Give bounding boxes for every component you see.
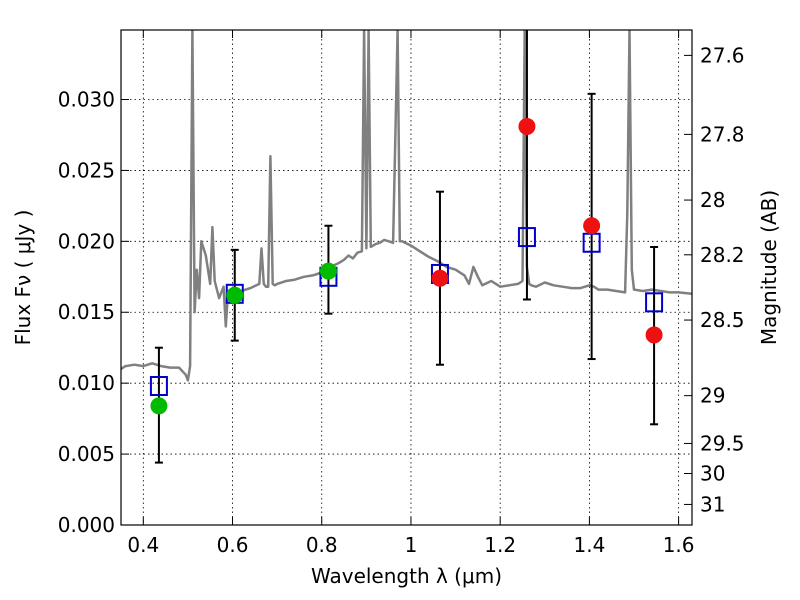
observed-point-green (226, 286, 244, 304)
y-tick-label: 0.000 (58, 513, 115, 537)
y2-tick-label: 27.6 (700, 43, 745, 67)
x-axis-label: Wavelength λ (μm) (311, 564, 502, 588)
observed-point-green (150, 397, 168, 415)
y2-tick-label: 31 (700, 492, 725, 516)
error-bars (154, 30, 659, 464)
observed-point-red (431, 269, 449, 287)
model-photometry-square (517, 227, 536, 248)
model-photometry-square (645, 292, 664, 313)
y-tick-label: 0.030 (58, 87, 115, 111)
y-tick-label: 0.005 (58, 442, 115, 466)
observed-point-green (319, 262, 337, 280)
x-tick-label: 1.6 (663, 533, 695, 557)
y2-axis-label: Magnitude (AB) (757, 190, 781, 345)
y-tick-label: 0.015 (58, 300, 115, 324)
x-tick-label: 1.2 (484, 533, 516, 557)
model-spectrum-line (121, 30, 692, 382)
x-tick-label: 1.4 (573, 533, 605, 557)
observed-point-red (518, 117, 536, 135)
data-markers (149, 117, 664, 415)
y2-tick-label: 28.5 (700, 308, 745, 332)
x-tick-label: 0.8 (306, 533, 338, 557)
x-tick-label: 1 (405, 533, 418, 557)
y-tick-label: 0.010 (58, 371, 115, 395)
y2-tick-label: 29.5 (700, 431, 745, 455)
x-tick-label: 0.4 (127, 533, 159, 557)
y2-tick-label: 28 (700, 188, 725, 212)
observed-point-red (645, 326, 663, 344)
y-tick-label: 0.025 (58, 158, 115, 182)
y-axis-label: Flux Fν ( μJy ) (11, 210, 35, 346)
x-tick-label: 0.6 (217, 533, 249, 557)
axis-ticks: 0.4 0.6 0.8 1 1.2 1.4 1.6 0.000 0.005 0.010 0.015 0… (58, 30, 745, 557)
observed-point-red (583, 217, 601, 235)
grid-lines (121, 30, 692, 526)
y2-tick-label: 27.8 (700, 122, 745, 146)
model-photometry-square (149, 376, 168, 397)
plot-frame (120, 29, 693, 526)
y2-tick-label: 30 (700, 462, 725, 486)
y-tick-label: 0.020 (58, 229, 115, 253)
y2-tick-label: 28.2 (700, 243, 745, 267)
y2-tick-label: 29 (700, 384, 725, 408)
model-spectrum (121, 30, 692, 382)
